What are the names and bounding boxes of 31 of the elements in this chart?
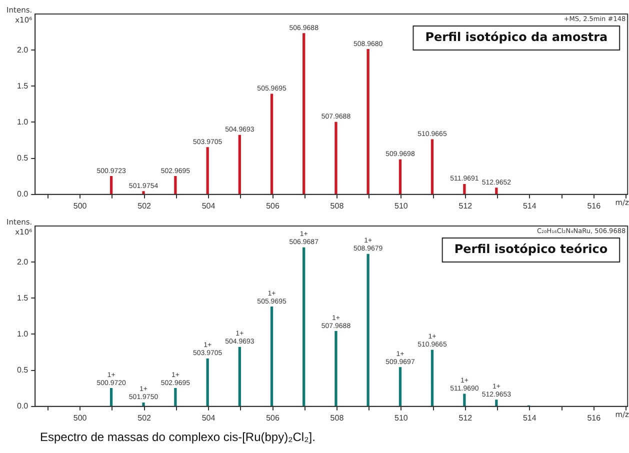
- text: Perfil isotópico da amostra: [425, 30, 608, 44]
- x-tick-label: 508: [330, 413, 344, 422]
- y-tick-label: 2.0: [16, 45, 29, 54]
- x-tick-label: 500: [73, 201, 88, 210]
- x-tick-label: 512: [458, 201, 473, 210]
- x-tick-label: 510: [394, 413, 408, 422]
- x-tick-label: 508: [330, 201, 344, 210]
- y-tick-label: 1.0: [16, 329, 29, 338]
- x-tick-label: 512: [458, 413, 473, 422]
- y-tick-label: 1.5: [16, 293, 29, 302]
- y-tick-label: 2.0: [16, 257, 29, 266]
- x-tick-label: 500: [73, 413, 88, 422]
- x-tick-label: 516: [587, 201, 602, 210]
- x-tick-label: 506: [266, 413, 280, 422]
- x-tick-label: 502: [138, 201, 152, 210]
- y-tick-label: 0.5: [16, 154, 29, 163]
- y-tick-label: 1.5: [16, 81, 29, 90]
- x-tick-label: 506: [266, 201, 280, 210]
- x-tick-label: 504: [202, 413, 216, 422]
- x-tick-label: 510: [394, 201, 408, 210]
- x-tick-label: 504: [202, 201, 216, 210]
- text: Perfil isotópico teórico: [454, 242, 608, 256]
- y-tick-label: 0.5: [16, 366, 29, 375]
- y-tick-label: 0.0: [16, 402, 29, 411]
- x-tick-label: 502: [138, 413, 152, 422]
- x-tick-label: 514: [522, 413, 537, 422]
- x-tick-label: 514: [522, 201, 537, 210]
- y-tick-label: 1.0: [16, 117, 29, 126]
- text: Espectro de massas do complexo cis-[Ru(bpy)₂Cl₂].: [40, 430, 316, 444]
- x-tick-label: 516: [587, 413, 602, 422]
- y-tick-label: 0.0: [16, 190, 29, 199]
